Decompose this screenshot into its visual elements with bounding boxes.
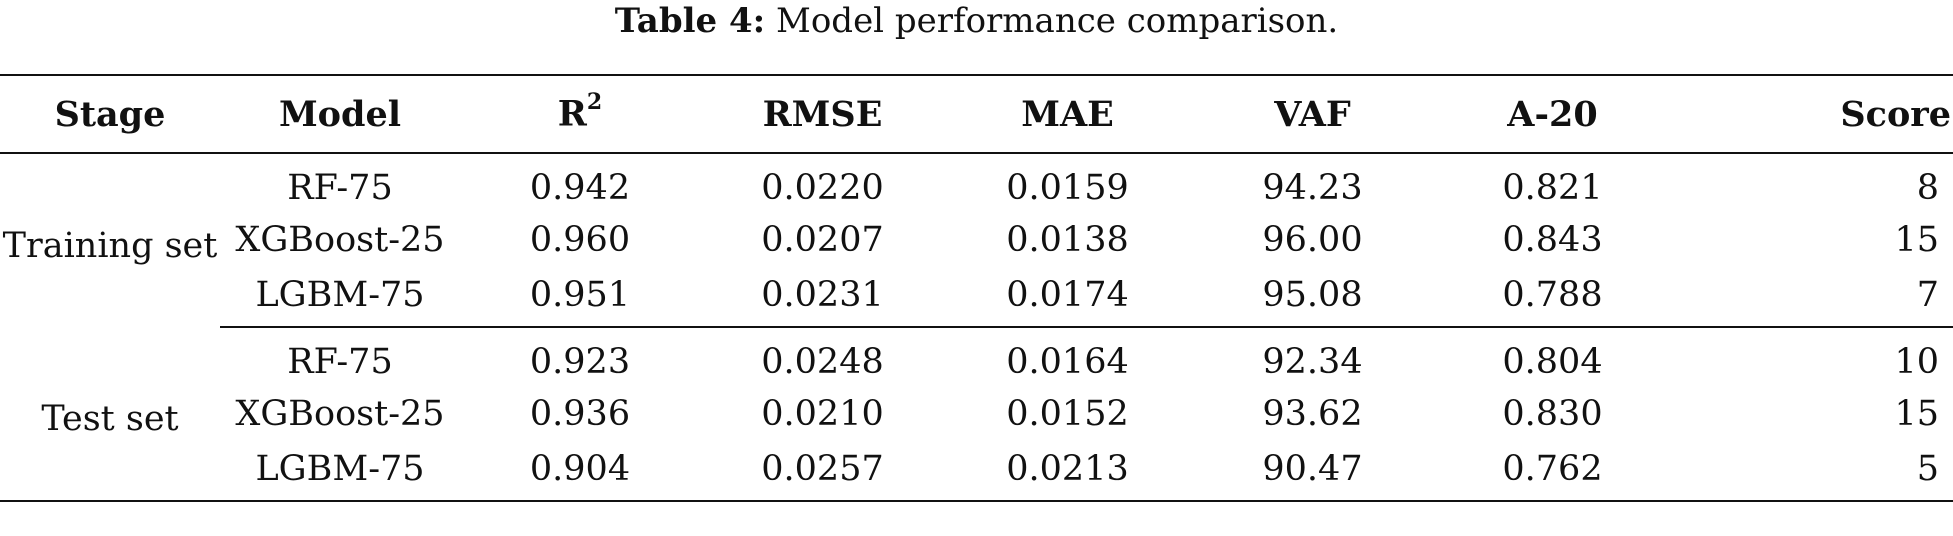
cell-a20: 0.804 [1502, 341, 1603, 382]
cell-rmse: 0.0257 [700, 443, 945, 502]
header-row: Stage Model R2 RMSE MAE VAF A-20 Score [0, 74, 1953, 154]
stage-cell-training: Training set [2, 225, 218, 266]
cell-vaf: 90.47 [1190, 443, 1435, 502]
cell-score: 7 [1670, 269, 1953, 328]
cell-model: XGBoost-25 [235, 394, 445, 434]
cell-score: 5 [1670, 443, 1953, 502]
cell-r2: 0.942 [529, 167, 631, 208]
cell-model: LGBM-75 [220, 443, 460, 502]
table-caption: Table 4: Model performance comparison. [0, 0, 1953, 42]
cell-mae: 0.0152 [1006, 394, 1129, 434]
cell-rmse: 0.0210 [761, 394, 884, 434]
cell-score: 15 [1894, 220, 1939, 260]
caption-label: Table 4: [614, 1, 766, 41]
cell-score: 15 [1894, 394, 1939, 434]
stage-cell-test: Test set [0, 327, 220, 502]
header-rmse: RMSE [700, 74, 945, 154]
table-body: Training set RF-75 0.942 0.0220 0.0159 9… [0, 153, 1953, 502]
cell-model: XGBoost-25 [235, 220, 445, 260]
cell-r2: 0.923 [529, 341, 631, 382]
table-row: LGBM-75 0.904 0.0257 0.0213 90.47 0.762 … [0, 443, 1953, 502]
cell-r2: 0.904 [460, 443, 700, 502]
header-mae: MAE [945, 74, 1190, 154]
header-vaf: VAF [1190, 74, 1435, 154]
cell-vaf: 92.34 [1262, 341, 1363, 382]
cell-rmse: 0.0231 [700, 269, 945, 328]
header-stage: Stage [0, 74, 220, 154]
header-score: Score [1670, 74, 1953, 154]
table-row: XGBoost-25 0.960 0.0207 0.0138 96.00 0.8… [0, 211, 1953, 269]
performance-table: Stage Model R2 RMSE MAE VAF A-20 Score T… [0, 74, 1953, 502]
cell-a20: 0.821 [1502, 167, 1603, 208]
table-header: Stage Model R2 RMSE MAE VAF A-20 Score [0, 74, 1953, 154]
cell-model: RF-75 [287, 341, 393, 382]
caption-text: Model performance comparison. [776, 1, 1339, 41]
cell-mae: 0.0159 [1006, 167, 1129, 208]
cell-r2: 0.960 [529, 220, 631, 260]
cell-mae: 0.0164 [1006, 341, 1129, 382]
cell-mae: 0.0174 [945, 269, 1190, 328]
header-r2-base: R [557, 93, 587, 135]
table-row: Test set RF-75 0.923 0.0248 0.0164 92.34… [0, 327, 1953, 502]
cell-score: 10 [1894, 341, 1939, 382]
cell-vaf: 94.23 [1262, 167, 1363, 208]
table-row: LGBM-75 0.951 0.0231 0.0174 95.08 0.788 … [0, 269, 1953, 328]
cell-a20: 0.830 [1502, 394, 1603, 434]
cell-rmse: 0.0220 [761, 167, 884, 208]
cell-score: 8 [1916, 167, 1939, 208]
cell-mae: 0.0213 [945, 443, 1190, 502]
cell-vaf: 95.08 [1190, 269, 1435, 328]
cell-rmse: 0.0248 [761, 341, 884, 382]
cell-a20: 0.788 [1435, 269, 1670, 328]
cell-vaf: 96.00 [1262, 220, 1363, 260]
cell-model: RF-75 [287, 167, 393, 208]
cell-r2: 0.951 [460, 269, 700, 328]
cell-a20: 0.762 [1435, 443, 1670, 502]
cell-r2: 0.936 [529, 394, 631, 434]
cell-rmse: 0.0207 [761, 220, 884, 260]
table-row: XGBoost-25 0.936 0.0210 0.0152 93.62 0.8… [0, 385, 1953, 443]
header-r2: R2 [460, 74, 700, 154]
table-row: Training set RF-75 0.942 0.0220 0.0159 9… [0, 153, 1953, 266]
cell-vaf: 93.62 [1262, 394, 1363, 434]
cell-mae: 0.0138 [1006, 220, 1129, 260]
cell-model: LGBM-75 [220, 269, 460, 328]
cell-a20: 0.843 [1502, 220, 1603, 260]
header-a20: A-20 [1435, 74, 1670, 154]
header-r2-sup: 2 [586, 89, 603, 116]
header-model: Model [220, 74, 460, 154]
